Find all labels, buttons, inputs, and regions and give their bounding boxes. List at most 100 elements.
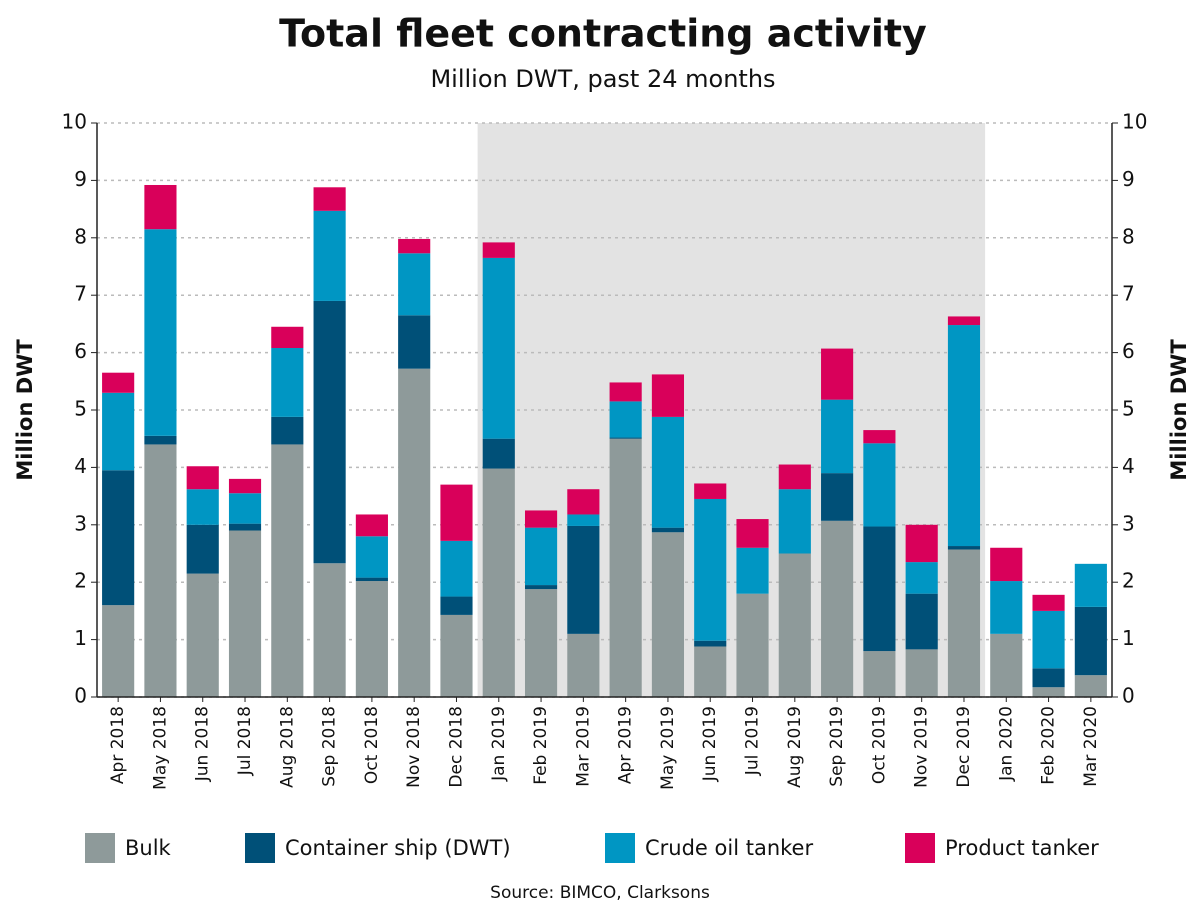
y2-tick-label: 1 bbox=[1122, 626, 1135, 650]
bar-segment bbox=[313, 563, 346, 697]
y-tick-label: 10 bbox=[62, 110, 87, 134]
bar-segment bbox=[1032, 668, 1065, 688]
y2-tick-label: 2 bbox=[1122, 569, 1135, 593]
x-tick-label: Nov 2018 bbox=[404, 706, 424, 788]
bar-segment bbox=[313, 300, 346, 564]
bar-segment bbox=[736, 519, 769, 548]
y2-tick-label: 7 bbox=[1122, 282, 1135, 306]
bar-segment bbox=[821, 348, 854, 400]
bar-segment bbox=[905, 593, 938, 650]
bar-segment bbox=[778, 553, 811, 697]
bar-segment bbox=[102, 372, 135, 393]
y2-tick-label: 4 bbox=[1122, 454, 1135, 478]
y2-tick-label: 9 bbox=[1122, 167, 1135, 191]
bar-segment bbox=[355, 514, 388, 537]
y2-tick-label: 5 bbox=[1122, 397, 1135, 421]
x-tick-label: Jan 2020 bbox=[996, 706, 1016, 782]
bar-segment bbox=[355, 536, 388, 578]
bar-segment bbox=[355, 577, 388, 582]
bar-segment bbox=[990, 633, 1023, 697]
y2-tick-label: 8 bbox=[1122, 224, 1135, 248]
bar-segment bbox=[990, 547, 1023, 582]
legend-label: Product tanker bbox=[945, 836, 1099, 860]
bar-segment bbox=[102, 392, 135, 471]
x-tick-label: Jun 2019 bbox=[700, 706, 720, 782]
y-tick-label: 9 bbox=[74, 167, 87, 191]
bar-segment bbox=[863, 651, 896, 697]
y2-tick-label: 3 bbox=[1122, 511, 1135, 535]
y-tick-label: 7 bbox=[74, 282, 87, 306]
x-tick-label: Apr 2018 bbox=[108, 706, 128, 784]
y-tick-label: 5 bbox=[74, 397, 87, 421]
y-tick-label: 1 bbox=[74, 626, 87, 650]
y2-tick-label: 10 bbox=[1122, 110, 1147, 134]
bar-segment bbox=[651, 416, 685, 528]
y-tick-label: 3 bbox=[74, 511, 87, 535]
bar-segment bbox=[524, 585, 558, 590]
x-tick-label: Sep 2018 bbox=[320, 706, 340, 787]
legend-swatch bbox=[85, 833, 115, 863]
bar-segment bbox=[778, 464, 811, 490]
bar-segment bbox=[651, 532, 685, 697]
bar-segment bbox=[271, 416, 304, 445]
bar-segment bbox=[821, 473, 854, 521]
x-tick-label: May 2018 bbox=[150, 706, 170, 790]
y-tick-label: 2 bbox=[74, 569, 87, 593]
bar-segment bbox=[228, 523, 262, 531]
x-tick-label: Oct 2019 bbox=[869, 706, 889, 784]
bar-segment bbox=[990, 581, 1023, 634]
bar-segment bbox=[144, 184, 177, 230]
bar-segment bbox=[398, 315, 431, 369]
x-tick-label: Mar 2020 bbox=[1081, 706, 1101, 787]
legend-label: Container ship (DWT) bbox=[285, 836, 511, 860]
bar-segment bbox=[905, 562, 938, 594]
bar-segment bbox=[186, 524, 219, 574]
bar-segment bbox=[482, 468, 515, 697]
x-tick-label: Mar 2019 bbox=[573, 706, 593, 787]
bar-segment bbox=[440, 596, 473, 615]
bar-segment bbox=[482, 242, 515, 258]
bar-segment bbox=[863, 526, 896, 652]
bar-segment bbox=[398, 368, 431, 697]
bar-segment bbox=[102, 605, 135, 697]
chart-subtitle: Million DWT, past 24 months bbox=[430, 65, 775, 93]
bar-segment bbox=[313, 210, 346, 301]
bar-segment bbox=[1074, 675, 1107, 697]
bar-segment bbox=[1032, 610, 1065, 669]
x-tick-label: Jan 2019 bbox=[489, 706, 509, 782]
bar-segment bbox=[736, 547, 769, 594]
bar-segment bbox=[440, 614, 473, 697]
x-tick-label: Feb 2020 bbox=[1039, 706, 1059, 785]
bar-segment bbox=[609, 382, 642, 402]
x-tick-label: Feb 2019 bbox=[531, 706, 551, 785]
bar-segment bbox=[821, 520, 854, 697]
bar-segment bbox=[144, 435, 177, 445]
y2-tick-label: 0 bbox=[1122, 684, 1135, 708]
y-tick-label: 0 bbox=[74, 684, 87, 708]
y-axis-label: Million DWT bbox=[13, 339, 37, 481]
bar-segment bbox=[694, 646, 727, 697]
bar-segment bbox=[567, 633, 600, 697]
bar-segment bbox=[271, 326, 304, 349]
bar-segment bbox=[947, 325, 981, 547]
bar-segment bbox=[144, 444, 177, 697]
bar-segment bbox=[567, 489, 600, 515]
bar-segment bbox=[398, 253, 431, 316]
bar-segment bbox=[694, 640, 727, 647]
x-tick-label: Nov 2019 bbox=[912, 706, 932, 788]
x-tick-label: Aug 2018 bbox=[277, 706, 297, 788]
bar-segment bbox=[609, 438, 642, 697]
legend-label: Crude oil tanker bbox=[645, 836, 813, 860]
bar-segment bbox=[567, 525, 600, 634]
bar-segment bbox=[821, 399, 854, 474]
x-tick-label: Oct 2018 bbox=[362, 706, 382, 784]
legend-label: Bulk bbox=[125, 836, 172, 860]
bar-segment bbox=[947, 549, 981, 697]
bar-segment bbox=[355, 581, 388, 697]
bar-segment bbox=[947, 316, 981, 326]
legend-swatch bbox=[905, 833, 935, 863]
bar-segment bbox=[1074, 563, 1107, 607]
bar-segment bbox=[524, 510, 558, 528]
x-tick-label: Dec 2018 bbox=[446, 706, 466, 788]
y2-tick-label: 6 bbox=[1122, 339, 1135, 363]
